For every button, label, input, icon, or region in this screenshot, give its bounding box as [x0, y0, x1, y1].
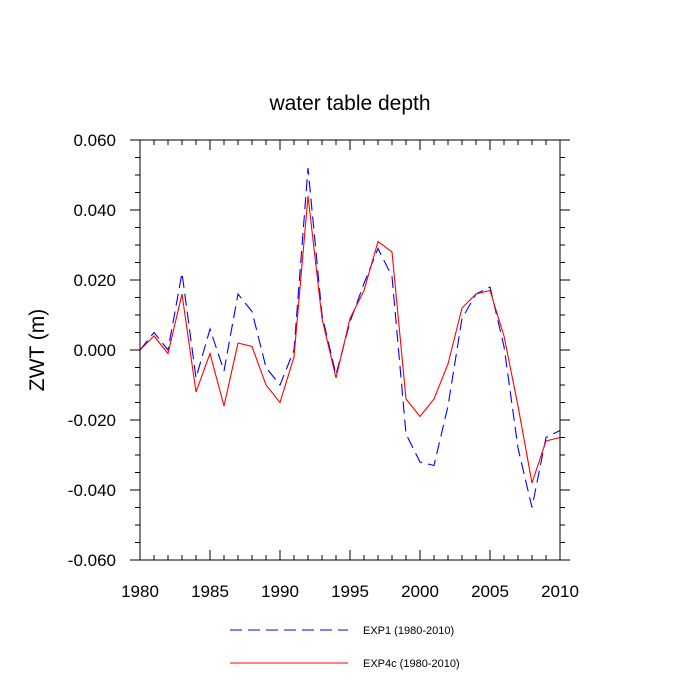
- y-tick-label: -0.020: [68, 411, 116, 430]
- series-line-exp1: [139, 167, 561, 508]
- x-tick-label: 2000: [401, 582, 439, 601]
- x-tick-label: 2010: [541, 582, 579, 601]
- legend-label: EXP4c (1980-2010): [363, 658, 460, 670]
- legend: EXP1 (1980-2010) EXP4c (1980-2010): [230, 625, 460, 670]
- x-tick-label: 1990: [261, 582, 299, 601]
- x-tick-label: 2005: [471, 582, 509, 601]
- axis-ticks: 1980 1985 1990 1995 2000 2005 2010 -0.060 -0.040…: [68, 131, 579, 601]
- y-tick-label: -0.040: [68, 481, 116, 500]
- series-lines: [139, 167, 561, 508]
- legend-label: EXP1 (1980-2010): [363, 625, 454, 637]
- y-tick-label: -0.060: [68, 551, 116, 570]
- plot-frame: [139, 139, 561, 561]
- x-tick-label: 1995: [331, 582, 369, 601]
- y-axis-label: ZWT (m): [26, 309, 49, 391]
- y-tick-label: 0.040: [73, 201, 116, 220]
- x-tick-label: 1985: [191, 582, 229, 601]
- y-tick-label: 0.020: [73, 271, 116, 290]
- y-tick-label: 0.060: [73, 131, 116, 150]
- series-line-exp4c: [139, 195, 561, 484]
- x-tick-label: 1980: [121, 582, 159, 601]
- chart-title: water table depth: [268, 92, 430, 115]
- y-tick-label: 0.000: [73, 341, 116, 360]
